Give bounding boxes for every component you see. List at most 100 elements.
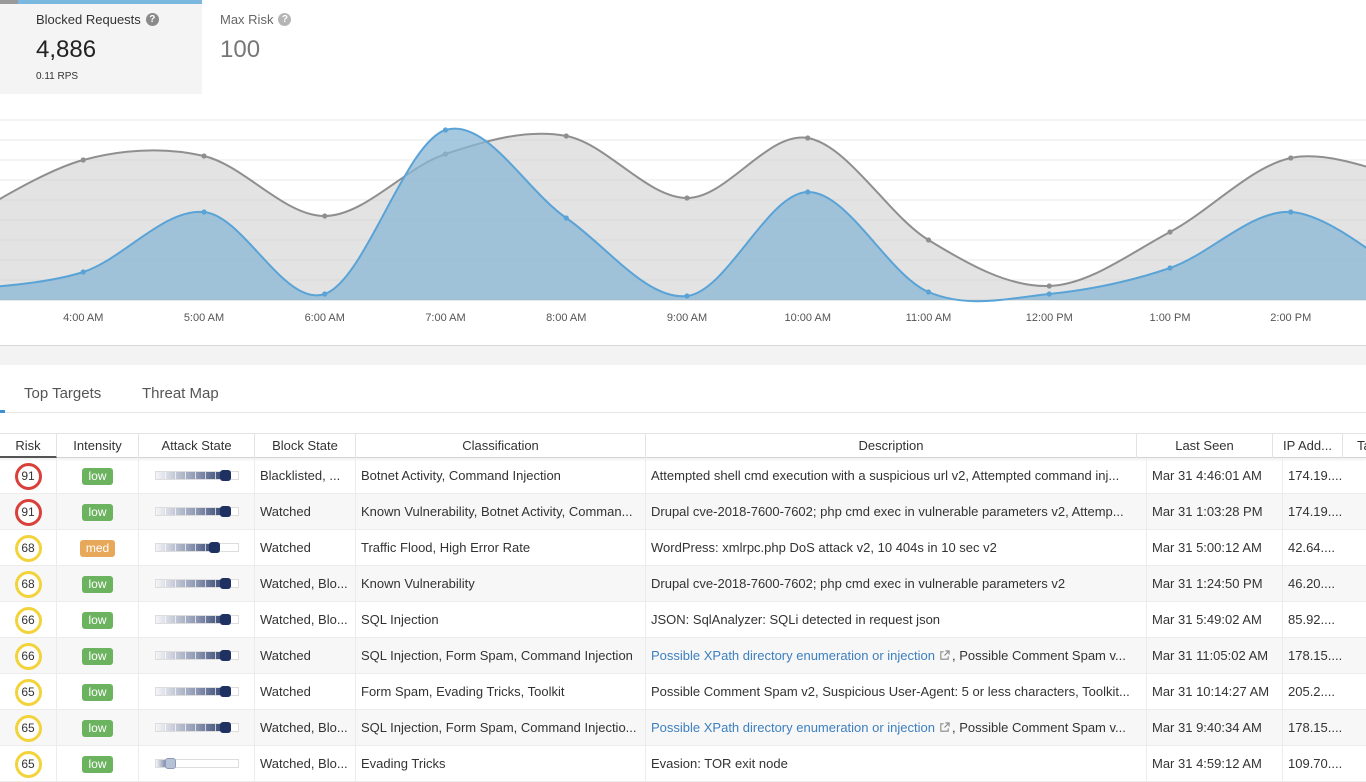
block-state-cell: Watched (255, 530, 356, 566)
description-text: Possible Comment Spam v2, Suspicious Use… (651, 684, 1130, 699)
blocked-requests-value: 4,886 (36, 36, 97, 63)
table-row[interactable]: 68 med Watched Traffic Flood, High Error Ra… (0, 530, 1366, 566)
column-header-risk[interactable]: Risk (0, 434, 57, 458)
risk-cell: 65 (0, 746, 57, 782)
series-0-point[interactable] (563, 133, 569, 139)
risk-cell: 65 (0, 674, 57, 710)
series-0-point[interactable] (1288, 155, 1294, 161)
max-risk-label: Max Risk (220, 12, 274, 27)
x-tick-label: 11:00 AM (906, 312, 952, 324)
description-link[interactable]: Possible XPath directory enumeration or … (651, 648, 935, 663)
intensity-badge: low (82, 684, 113, 702)
intensity-cell: med (57, 530, 139, 566)
requests-chart[interactable]: 4:00 AM 5:00 AM 6:00 AM 7:00 AM 8:00 AM 9:00 … (0, 104, 1366, 346)
chart-divider (0, 345, 1366, 346)
blocked-requests-rate: 0.11 RPS (36, 71, 79, 82)
column-header-ta[interactable]: Ta (1343, 434, 1366, 458)
intensity-badge: med (79, 540, 116, 558)
description-link[interactable]: Possible XPath directory enumeration or … (651, 720, 935, 735)
series-1-point[interactable] (442, 127, 449, 133)
table-row[interactable]: 91 low Blacklisted, ... Botnet Activity, Co… (0, 458, 1366, 494)
external-link-icon[interactable] (939, 650, 950, 661)
tab-top-targets[interactable]: Top Targets (24, 385, 102, 402)
column-header-block-state[interactable]: Block State (255, 434, 356, 458)
intensity-cell: low (57, 602, 139, 638)
risk-cell: 66 (0, 638, 57, 674)
series-1-point[interactable] (925, 289, 932, 295)
description-cell: Attempted shell cmd execution with a sus… (646, 458, 1147, 494)
attack-state-cell (139, 746, 255, 782)
risk-score-badge: 91 (14, 499, 42, 527)
blocked-requests-card[interactable]: Blocked Requests ? 4,886 0.11 RPS (0, 0, 202, 94)
x-tick-label: 8:00 AM (546, 312, 586, 324)
series-0-point[interactable] (1167, 229, 1173, 235)
intensity-badge: low (82, 504, 113, 522)
series-0-point[interactable] (322, 213, 328, 219)
table-row[interactable]: 66 low Watched, Blo... SQL Injection JSON: S… (0, 602, 1366, 638)
column-header-ip-address[interactable]: IP Add... (1273, 434, 1343, 458)
series-0-point[interactable] (201, 153, 207, 159)
column-header-last-seen[interactable]: Last Seen (1137, 434, 1273, 458)
attack-state-cell (139, 674, 255, 710)
series-1-point[interactable] (1288, 209, 1294, 215)
description-cell: Drupal cve-2018-7600-7602; php cmd exec … (646, 566, 1147, 602)
risk-cell: 68 (0, 530, 57, 566)
series-1-point[interactable] (805, 189, 811, 195)
intensity-cell: low (57, 638, 139, 674)
series-1-point[interactable] (684, 293, 690, 299)
description-text: Attempted shell cmd execution with a sus… (651, 468, 1120, 483)
help-icon[interactable]: ? (278, 13, 292, 26)
intensity-badge: low (82, 756, 113, 774)
series-0-point[interactable] (80, 157, 86, 163)
table-row[interactable]: 65 low Watched, Blo... Evading Tricks Evasio… (0, 746, 1366, 782)
table-row[interactable]: 68 low Watched, Blo... Known Vulnerability D… (0, 566, 1366, 602)
ip-address-cell: 174.19.... (1288, 504, 1343, 519)
help-icon[interactable]: ? (145, 13, 159, 26)
intensity-badge: low (82, 468, 113, 486)
x-tick-label: 12:00 PM (1026, 312, 1073, 324)
intensity-cell: low (57, 458, 139, 494)
intensity-cell: low (57, 674, 139, 710)
attack-state-cell (139, 638, 255, 674)
block-state-cell: Watched (255, 674, 356, 710)
table-row[interactable]: 66 low Watched SQL Injection, Form Spam, Co… (0, 638, 1366, 674)
x-tick-label: 10:00 AM (785, 312, 831, 324)
chart-svg[interactable]: 4:00 AM 5:00 AM 6:00 AM 7:00 AM 8:00 AM 9:00 … (0, 104, 1366, 346)
risk-score-badge: 65 (14, 679, 42, 707)
last-seen-cell: Mar 31 4:46:01 AM (1147, 458, 1283, 494)
description-text: Drupal cve-2018-7600-7602; php cmd exec … (651, 576, 1066, 591)
table-row[interactable]: 65 low Watched, Blo... SQL Injection, Form … (0, 710, 1366, 746)
attack-state-bar (155, 758, 239, 769)
series-1-point[interactable] (1046, 291, 1052, 297)
max-risk-card[interactable]: Max Risk ? 100 (202, 0, 402, 94)
max-risk-value: 100 (220, 36, 261, 63)
series-1-point[interactable] (322, 291, 328, 297)
series-0-point[interactable] (684, 195, 690, 201)
external-link-icon[interactable] (939, 722, 950, 733)
table-row[interactable]: 91 low Watched Known Vulnerability, Botnet … (0, 494, 1366, 530)
block-state-cell: Watched, Blo... (255, 746, 356, 782)
attack-state-bar (155, 578, 239, 589)
series-0-point[interactable] (1046, 283, 1052, 289)
classification-cell: Known Vulnerability (356, 566, 646, 602)
column-header-description[interactable]: Description (646, 434, 1137, 458)
section-divider (0, 346, 1366, 365)
tab-threat-map[interactable]: Threat Map (142, 385, 219, 402)
series-0-point[interactable] (925, 237, 932, 243)
table-row[interactable]: 65 low Watched Form Spam, Evading Tricks, T… (0, 674, 1366, 710)
series-0-point[interactable] (805, 135, 811, 141)
column-header-intensity[interactable]: Intensity (57, 434, 139, 458)
description-cell: WordPress: xmlrpc.php DoS attack v2, 10 … (646, 530, 1147, 566)
series-1-point[interactable] (563, 215, 569, 221)
series-1-point[interactable] (1167, 265, 1173, 271)
attack-state-marker (219, 614, 231, 625)
attack-state-bar (155, 686, 239, 697)
series-1-point[interactable] (80, 269, 86, 275)
column-header-attack-state[interactable]: Attack State (139, 434, 255, 458)
description-text: JSON: SqlAnalyzer: SQLi detected in requ… (651, 612, 941, 627)
series-1-point[interactable] (201, 209, 207, 215)
column-header-classification[interactable]: Classification (356, 434, 646, 458)
attack-state-marker (164, 758, 176, 769)
risk-score-badge: 65 (14, 715, 42, 743)
classification-cell: Botnet Activity, Command Injection (356, 458, 646, 494)
